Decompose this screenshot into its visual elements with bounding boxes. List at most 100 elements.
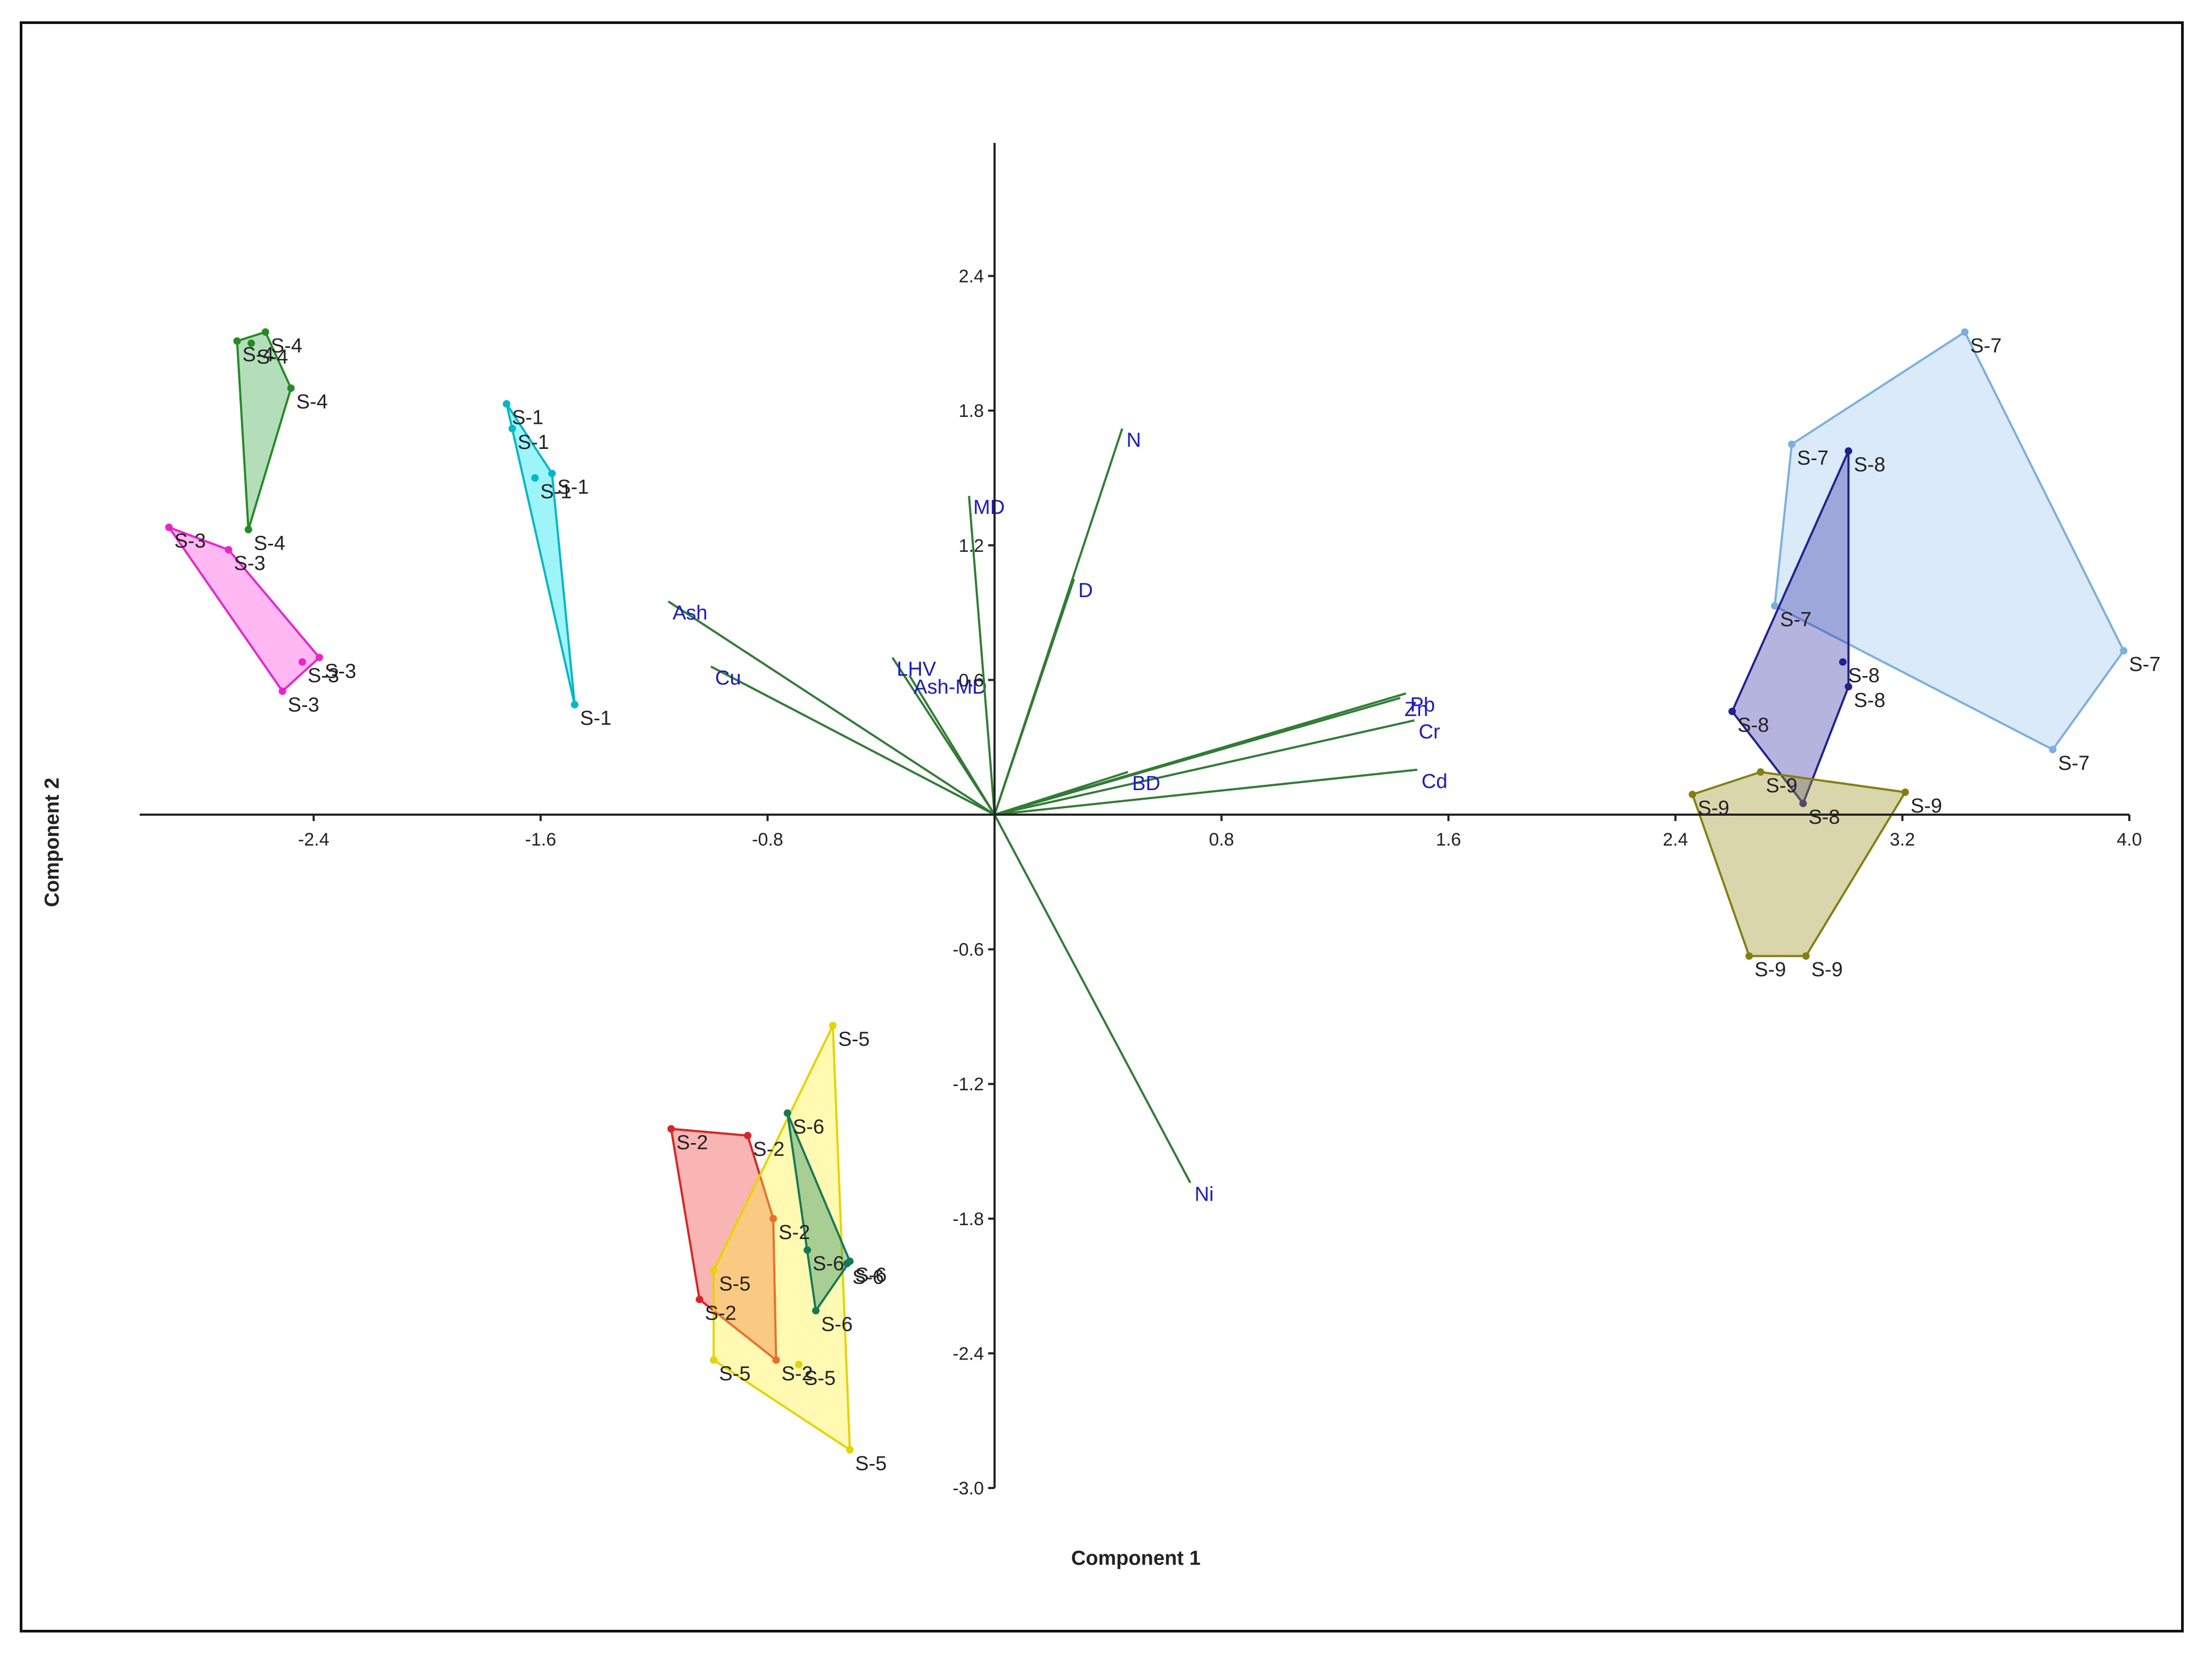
x-axis-title: Component 1 [1071,1547,1201,1570]
point-label: S-4 [271,335,302,357]
point-label: S-4 [243,344,274,366]
x-tick-label: 3.2 [1890,830,1915,850]
loading-label: LHV [896,658,936,680]
group-polygons [165,328,2128,1454]
loading-label: Ash [672,602,707,624]
point-label: S-9 [1911,795,1942,817]
point-label: S-4 [257,346,288,368]
loading-label: MD [973,496,1005,519]
point-label: S-2 [781,1363,813,1385]
point-s-3 [298,658,306,666]
point-s-4 [247,339,255,347]
point-label: S-7 [1797,447,1829,469]
loading-label: Pb [1410,694,1434,717]
x-tick-label: 2.4 [1663,830,1688,850]
point-label: S-5 [855,1452,887,1475]
point-label: S-5 [838,1028,870,1051]
loading-label: Cu [715,667,741,689]
loading-line-bd [994,771,1128,816]
loading-label: Zn [1405,698,1428,721]
point-label: S-3 [325,660,356,682]
point-label: S-8 [1848,665,1880,687]
point-label: S-2 [705,1302,736,1324]
point-s-7 [2049,745,2057,753]
y-tick-label: -1.2 [952,1074,984,1095]
point-s-6 [803,1246,811,1254]
point-label: S-4 [254,532,285,554]
point-label: S-5 [804,1367,836,1389]
point-s-6 [843,1260,851,1267]
point-s-7 [2120,647,2128,655]
point-s-6 [783,1109,791,1117]
point-s-7 [1771,602,1778,610]
point-s-3 [225,546,233,554]
point-label: S-2 [677,1131,708,1154]
point-s-2 [772,1356,780,1364]
y-tick-label: -2.4 [952,1344,984,1364]
point-s-9 [1757,768,1765,776]
loading-line-ash [668,600,996,816]
y-tick-label: 2.4 [959,267,984,287]
point-s-3 [165,524,173,532]
point-s-5 [710,1356,718,1364]
x-tick-label: 0.8 [1209,830,1234,850]
point-label: S-8 [1854,454,1885,476]
axis-ticks: -2.4 -1.6 -0.8 0.8 1.6 2.4 3.2 4.0 2.4 1.8 1.2 0.6 -… [298,267,2142,1499]
loading-line-ni [993,814,1191,1184]
x-tick-label: -2.4 [298,830,330,850]
point-s-7 [1961,328,1969,336]
point-label: S-4 [296,391,328,413]
hull-s-7 [1773,330,2125,751]
point-s-8 [1728,707,1736,715]
loading-label: Cr [1418,721,1440,743]
point-s-1 [502,400,510,408]
point-label: S-6 [821,1313,853,1336]
point-label: S-6 [855,1264,887,1286]
loading-label: Ash-MD [913,676,987,698]
point-s-1 [531,474,539,482]
point-label: S-3 [174,530,206,552]
point-label: S-8 [1854,689,1885,712]
point-s-9 [1745,952,1753,960]
point-label: S-1 [512,407,543,429]
point-label: S-3 [308,665,339,687]
hull-s-2 [670,1128,778,1363]
point-s-2 [667,1125,675,1133]
point-label: S-2 [753,1138,784,1161]
chart-frame [20,21,2184,1632]
axes [140,143,2129,1488]
point-label: S-1 [557,476,589,498]
loading-line-cu [710,665,995,816]
point-label: S-1 [518,431,549,454]
loading-line-cr [994,719,1415,816]
loading-line-n [993,428,1124,815]
point-label: S-7 [2058,752,2089,775]
y-tick-label: 1.8 [959,401,984,421]
x-tick-label: -0.8 [752,830,783,850]
point-label: S-7 [1780,608,1812,631]
point-s-5 [710,1266,718,1274]
y-tick-label: -3.0 [952,1478,984,1499]
point-label: S-8 [1737,714,1769,736]
point-s-5 [846,1446,854,1454]
point-s-4 [233,337,241,345]
point-s-5 [795,1361,803,1369]
point-label: S-9 [1698,797,1729,819]
point-s-2 [744,1132,752,1140]
y-tick-label: 1.2 [959,536,984,556]
loading-line-md [968,496,996,815]
x-tick-label: 1.6 [1436,830,1461,850]
point-s-8 [1845,683,1853,691]
point-s-9 [1901,788,1909,796]
loading-line-ash-md [908,674,996,816]
y-axis-title: Component 2 [41,778,63,907]
point-label: S-7 [1970,335,2001,357]
point-s-9 [1688,791,1696,799]
point-label: S-1 [540,481,572,503]
point-label: S-9 [1754,959,1786,981]
x-tick-label: 4.0 [2117,830,2142,850]
point-s-2 [695,1296,703,1304]
point-s-4 [244,526,252,534]
loading-label: BD [1132,773,1160,795]
